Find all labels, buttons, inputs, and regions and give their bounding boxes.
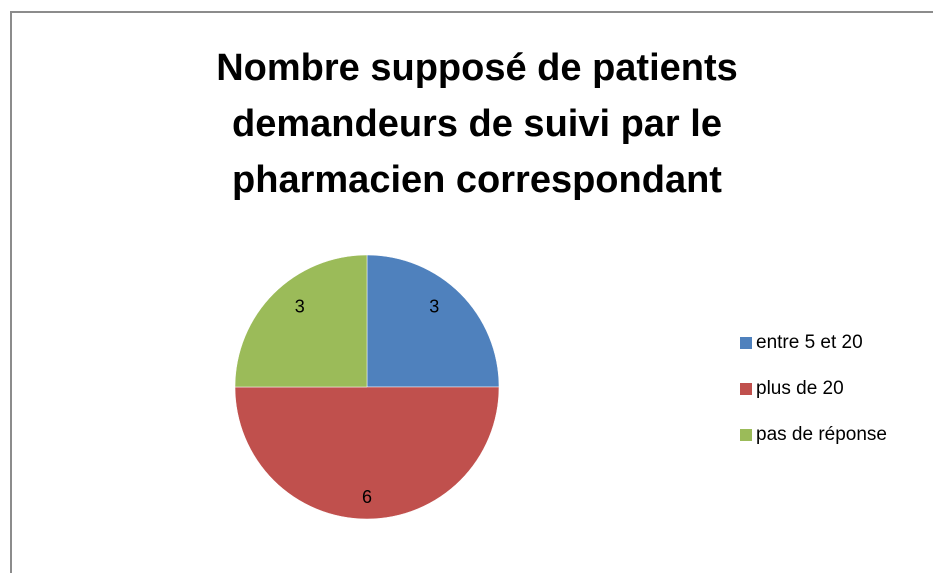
pie-slice [234, 254, 368, 388]
legend-label: pas de réponse [756, 424, 887, 445]
legend-swatch [740, 429, 752, 441]
chart-frame [10, 11, 933, 573]
legend-label: entre 5 et 20 [756, 332, 863, 353]
legend-swatch [740, 337, 752, 349]
data-label: 3 [429, 297, 439, 317]
data-label: 6 [362, 487, 372, 507]
legend-swatch [740, 383, 752, 395]
pie-slice [366, 254, 500, 388]
legend-label: plus de 20 [756, 378, 844, 399]
chart-title: Nombre supposé de patients demandeurs de… [216, 47, 738, 201]
pie-slice [234, 386, 500, 520]
data-label: 3 [295, 297, 305, 317]
